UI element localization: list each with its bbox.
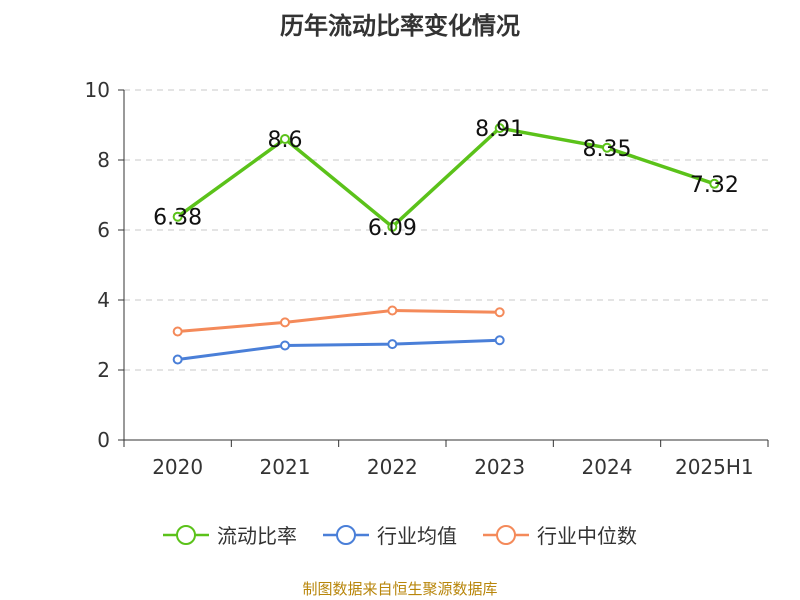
y-tick-label: 0 xyxy=(97,428,110,452)
series-line-0 xyxy=(176,126,715,229)
data-point xyxy=(494,335,505,346)
data-label: 8.6 xyxy=(268,128,303,153)
data-label: 6.09 xyxy=(368,216,417,241)
data-point xyxy=(387,305,398,316)
chart-title: 历年流动比率变化情况 xyxy=(280,12,520,40)
y-tick-label: 2 xyxy=(97,358,110,382)
x-tick-label: 2023 xyxy=(474,455,525,479)
x-tick-label: 2020 xyxy=(152,455,203,479)
legend-item[interactable]: 行业中位数 xyxy=(483,520,637,549)
legend-swatch xyxy=(163,524,209,545)
data-label: 8.35 xyxy=(583,137,632,162)
data-point xyxy=(172,211,183,222)
data-point xyxy=(494,307,505,318)
x-tick-label: 2022 xyxy=(367,455,418,479)
data-point xyxy=(387,221,398,232)
x-tick-label: 2021 xyxy=(260,455,311,479)
legend-label: 行业均值 xyxy=(377,524,457,548)
legend-item[interactable]: 行业均值 xyxy=(323,520,457,549)
y-tick-label: 6 xyxy=(97,218,110,242)
legend-swatch-marker xyxy=(176,524,196,545)
legend-swatch-marker xyxy=(336,524,356,545)
x-tick-label: 2025H1 xyxy=(675,455,754,479)
data-point xyxy=(602,142,612,153)
data-point xyxy=(494,123,505,134)
legend-label: 行业中位数 xyxy=(537,524,637,548)
legend-item[interactable]: 流动比率 xyxy=(163,520,297,549)
data-point xyxy=(709,178,720,189)
data-label: 8.91 xyxy=(475,117,524,142)
legend: 流动比率 行业均值 行业中位数 xyxy=(0,520,800,549)
legend-swatch xyxy=(323,524,369,545)
y-tick-label: 8 xyxy=(97,148,110,172)
data-point xyxy=(280,340,290,351)
series-line-1 xyxy=(177,338,500,361)
data-point xyxy=(387,339,398,350)
x-tick-label: 2024 xyxy=(582,455,633,479)
data-point xyxy=(280,317,290,328)
series-line-2 xyxy=(177,309,500,333)
data-point xyxy=(280,134,290,144)
y-tick-label: 10 xyxy=(85,78,110,102)
legend-swatch-marker xyxy=(496,524,516,545)
y-tick-label: 4 xyxy=(97,288,110,312)
data-label: 6.38 xyxy=(153,206,202,231)
data-point xyxy=(172,326,183,337)
legend-swatch xyxy=(483,524,529,545)
data-label: 7.32 xyxy=(690,173,739,198)
data-point xyxy=(172,354,183,365)
legend-label: 流动比率 xyxy=(217,524,297,548)
source-note: 制图数据来自恒生聚源数据库 xyxy=(302,580,498,598)
